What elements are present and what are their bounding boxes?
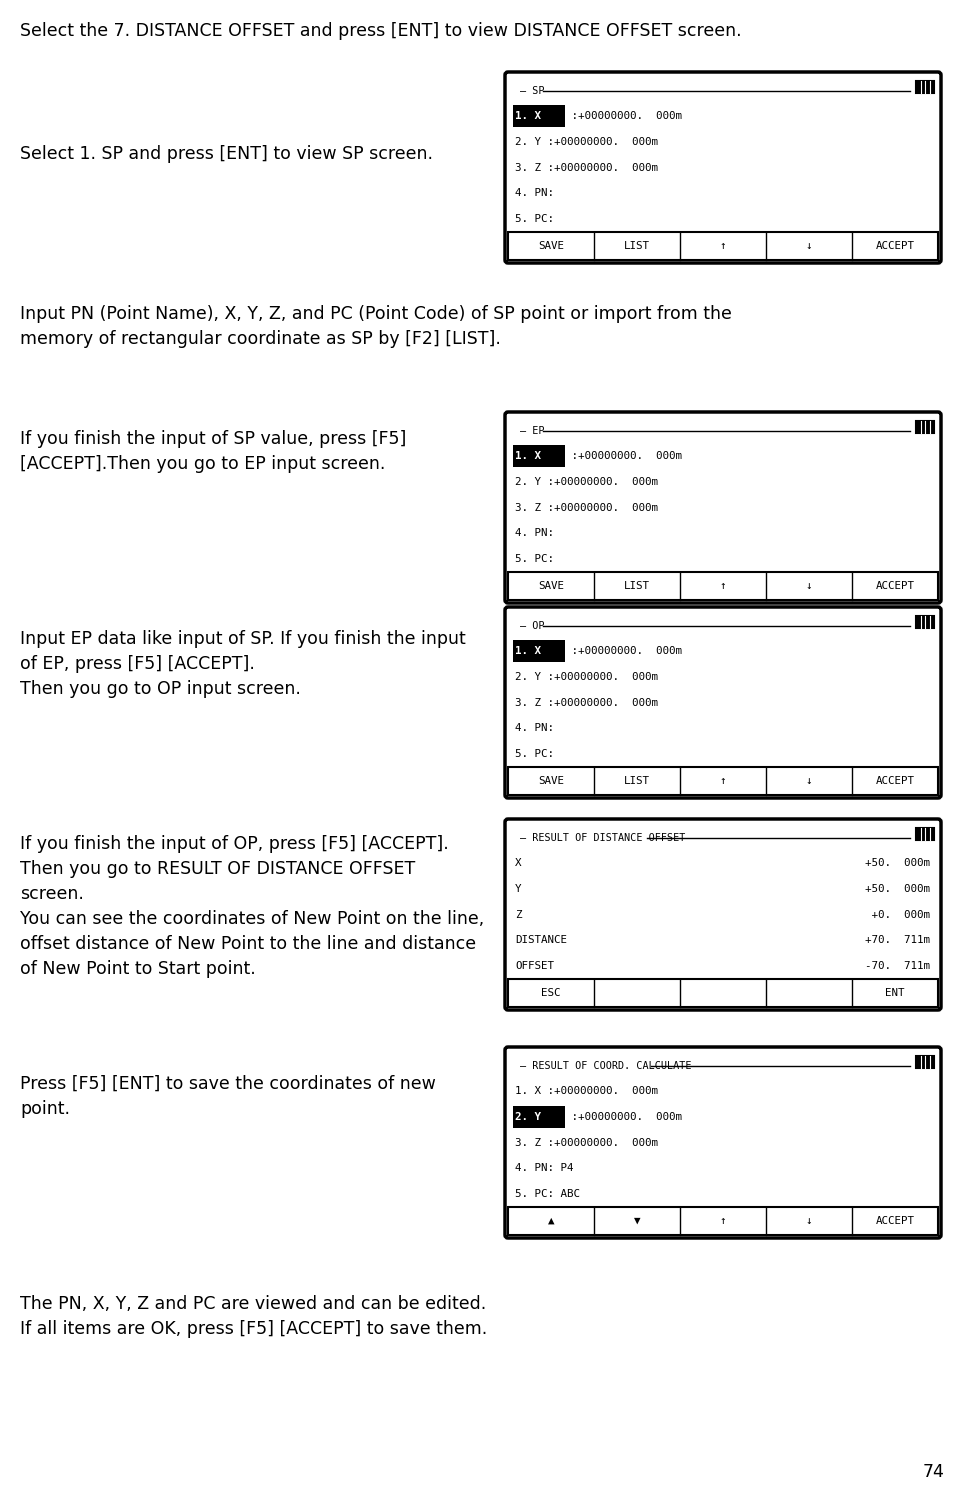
Text: 4. PN:: 4. PN: xyxy=(515,188,560,199)
Text: ACCEPT: ACCEPT xyxy=(875,241,915,252)
Text: 3. Z :+00000000.  000m: 3. Z :+00000000. 000m xyxy=(515,1137,658,1148)
Text: 1. X: 1. X xyxy=(515,450,541,461)
Text: LIST: LIST xyxy=(624,581,650,590)
Text: 5. PC:: 5. PC: xyxy=(515,214,560,224)
Text: 3. Z :+00000000.  000m: 3. Z :+00000000. 000m xyxy=(515,503,658,512)
Bar xyxy=(916,616,934,628)
Bar xyxy=(513,444,565,467)
Text: 2. Y: 2. Y xyxy=(515,1111,541,1122)
Text: +50.  000m: +50. 000m xyxy=(865,884,930,893)
Text: 1. X: 1. X xyxy=(515,111,541,120)
Text: ↑: ↑ xyxy=(720,241,726,252)
Text: :+00000000.  000m: :+00000000. 000m xyxy=(565,1111,682,1122)
Text: — RESULT OF COORD. CALCULATE: — RESULT OF COORD. CALCULATE xyxy=(520,1062,698,1071)
Text: ↓: ↓ xyxy=(806,581,813,590)
Text: :+00000000.  000m: :+00000000. 000m xyxy=(565,450,682,461)
Text: 4. PN: P4: 4. PN: P4 xyxy=(515,1163,574,1173)
Bar xyxy=(513,640,565,661)
Text: Z: Z xyxy=(515,910,522,920)
Text: 4. PN:: 4. PN: xyxy=(515,723,560,733)
Text: ACCEPT: ACCEPT xyxy=(875,1215,915,1226)
FancyBboxPatch shape xyxy=(505,1047,941,1238)
Text: — RESULT OF DISTANCE OFFSET: — RESULT OF DISTANCE OFFSET xyxy=(520,833,691,843)
Text: SAVE: SAVE xyxy=(538,581,564,590)
Text: DISTANCE: DISTANCE xyxy=(515,935,567,946)
Bar xyxy=(513,1105,565,1128)
Text: Select the 7. DISTANCE OFFSET and press [ENT] to view DISTANCE OFFSET screen.: Select the 7. DISTANCE OFFSET and press … xyxy=(20,23,741,41)
Text: 74: 74 xyxy=(923,1462,944,1480)
Text: +50.  000m: +50. 000m xyxy=(865,858,930,867)
Text: ENT: ENT xyxy=(885,988,905,998)
Text: Press [F5] [ENT] to save the coordinates of new
point.: Press [F5] [ENT] to save the coordinates… xyxy=(20,1075,436,1117)
Text: SAVE: SAVE xyxy=(538,776,564,786)
Bar xyxy=(513,105,565,127)
Text: If you finish the input of SP value, press [F5]
[ACCEPT].Then you go to EP input: If you finish the input of SP value, pre… xyxy=(20,431,407,473)
Text: 1. X: 1. X xyxy=(515,646,541,657)
Text: +0.  000m: +0. 000m xyxy=(865,910,930,920)
Text: ↓: ↓ xyxy=(806,776,813,786)
Bar xyxy=(508,232,938,261)
Bar xyxy=(916,422,934,434)
Text: -70.  711m: -70. 711m xyxy=(865,961,930,971)
FancyBboxPatch shape xyxy=(505,72,941,264)
Text: ↑: ↑ xyxy=(720,581,726,590)
Text: ↓: ↓ xyxy=(806,1215,813,1226)
Text: 5. PC:: 5. PC: xyxy=(515,748,560,759)
Text: — SP: — SP xyxy=(520,86,550,96)
FancyBboxPatch shape xyxy=(505,413,941,602)
Text: LIST: LIST xyxy=(624,241,650,252)
Text: :+00000000.  000m: :+00000000. 000m xyxy=(565,111,682,120)
Text: 5. PC:: 5. PC: xyxy=(515,554,560,565)
Text: Input EP data like input of SP. If you finish the input
of EP, press [F5] [ACCEP: Input EP data like input of SP. If you f… xyxy=(20,630,466,697)
Text: 5. PC: ABC: 5. PC: ABC xyxy=(515,1190,580,1199)
FancyBboxPatch shape xyxy=(505,607,941,798)
Text: ACCEPT: ACCEPT xyxy=(875,581,915,590)
Text: 3. Z :+00000000.  000m: 3. Z :+00000000. 000m xyxy=(515,163,658,173)
Text: 4. PN:: 4. PN: xyxy=(515,529,560,538)
Text: ↑: ↑ xyxy=(720,1215,726,1226)
Text: ↑: ↑ xyxy=(720,776,726,786)
Text: X: X xyxy=(515,858,522,867)
Bar xyxy=(916,1056,934,1068)
Text: 3. Z :+00000000.  000m: 3. Z :+00000000. 000m xyxy=(515,697,658,708)
Bar xyxy=(508,572,938,599)
Bar xyxy=(916,828,934,840)
Text: OFFSET: OFFSET xyxy=(515,961,554,971)
Text: 1. X :+00000000.  000m: 1. X :+00000000. 000m xyxy=(515,1086,658,1096)
Bar xyxy=(508,1206,938,1235)
Text: The PN, X, Y, Z and PC are viewed and can be edited.
If all items are OK, press : The PN, X, Y, Z and PC are viewed and ca… xyxy=(20,1295,487,1337)
Text: — OP: — OP xyxy=(520,620,550,631)
Text: 2. Y :+00000000.  000m: 2. Y :+00000000. 000m xyxy=(515,137,658,146)
Text: ACCEPT: ACCEPT xyxy=(875,776,915,786)
Text: — EP: — EP xyxy=(520,426,550,437)
Text: LIST: LIST xyxy=(624,776,650,786)
Bar xyxy=(916,81,934,93)
Text: ▲: ▲ xyxy=(548,1215,554,1226)
Text: :+00000000.  000m: :+00000000. 000m xyxy=(565,646,682,657)
Bar xyxy=(508,979,938,1008)
Text: ↓: ↓ xyxy=(806,241,813,252)
Text: ESC: ESC xyxy=(541,988,561,998)
Text: 2. Y :+00000000.  000m: 2. Y :+00000000. 000m xyxy=(515,672,658,682)
Text: ▼: ▼ xyxy=(633,1215,640,1226)
Text: Y: Y xyxy=(515,884,522,893)
Bar xyxy=(508,767,938,795)
Text: Select 1. SP and press [ENT] to view SP screen.: Select 1. SP and press [ENT] to view SP … xyxy=(20,145,433,163)
Text: 2. Y :+00000000.  000m: 2. Y :+00000000. 000m xyxy=(515,477,658,486)
Text: SAVE: SAVE xyxy=(538,241,564,252)
Text: +70.  711m: +70. 711m xyxy=(865,935,930,946)
Text: Input PN (Point Name), X, Y, Z, and PC (Point Code) of SP point or import from t: Input PN (Point Name), X, Y, Z, and PC (… xyxy=(20,306,732,348)
FancyBboxPatch shape xyxy=(505,819,941,1011)
Text: If you finish the input of OP, press [F5] [ACCEPT].
Then you go to RESULT OF DIS: If you finish the input of OP, press [F5… xyxy=(20,834,484,977)
